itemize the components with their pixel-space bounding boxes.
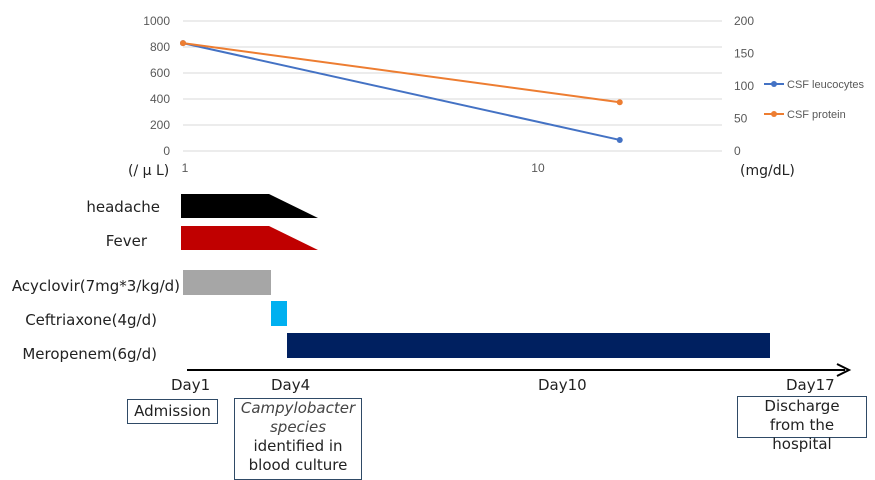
row-label-ceftriaxone: Ceftriaxone(4g/d) bbox=[25, 311, 157, 329]
row-label-meropenem: Meropenem(6g/d) bbox=[22, 345, 157, 363]
day-label-4: Day4 bbox=[271, 376, 311, 394]
culture-identified-line: identified in bbox=[253, 437, 343, 455]
series-point bbox=[180, 40, 186, 47]
series-line bbox=[182, 42, 620, 141]
right-tick-label: 150 bbox=[734, 47, 754, 61]
day-label-10: Day10 bbox=[538, 376, 587, 394]
legend-marker bbox=[771, 111, 777, 117]
left-axis-unit: (/ μ L) bbox=[128, 163, 169, 179]
chart-legend: CSF leucocytes CSF protein bbox=[764, 79, 865, 121]
admission-text: Admission bbox=[134, 402, 211, 420]
left-tick-label: 0 bbox=[163, 144, 170, 158]
left-y-axis-ticks: 0 200 400 600 800 1000 bbox=[143, 14, 170, 158]
series-point bbox=[616, 99, 623, 106]
row-label-fever: Fever bbox=[105, 232, 147, 250]
chart-gridlines bbox=[183, 20, 722, 152]
ceftriaxone-bar bbox=[271, 301, 287, 326]
legend-label: CSF leucocytes bbox=[787, 79, 865, 91]
fever-bar bbox=[181, 226, 318, 250]
legend-label: CSF protein bbox=[787, 109, 846, 121]
culture-species-line: species bbox=[269, 418, 327, 436]
series-point bbox=[616, 136, 623, 143]
left-tick-label: 1000 bbox=[143, 14, 170, 28]
time-axis-arrow bbox=[187, 363, 852, 377]
left-tick-label: 200 bbox=[150, 118, 170, 132]
discharge-line-2: from the hospital bbox=[769, 416, 835, 453]
x-axis-ticks: 1 10 bbox=[182, 161, 545, 175]
legend-marker bbox=[771, 81, 777, 87]
headache-bar bbox=[181, 194, 318, 218]
right-axis-unit: (mg/dL) bbox=[740, 163, 795, 179]
csf-line-chart: 0 200 400 600 800 1000 0 50 100 150 200 1 10 CSF l… bbox=[128, 14, 865, 179]
right-tick-label: 100 bbox=[734, 79, 754, 93]
culture-organism-line: Campylobacter bbox=[240, 399, 356, 417]
right-y-axis-ticks: 0 50 100 150 200 bbox=[734, 14, 754, 158]
chart-series bbox=[180, 40, 623, 143]
discharge-box: Discharge from the hospital bbox=[737, 396, 867, 453]
culture-box: Campylobacter species identified in bloo… bbox=[234, 398, 362, 480]
discharge-line-1: Discharge bbox=[764, 397, 840, 415]
row-label-headache: headache bbox=[86, 198, 160, 216]
left-tick-label: 800 bbox=[150, 40, 170, 54]
meropenem-bar bbox=[287, 333, 770, 358]
x-tick-label: 10 bbox=[531, 161, 545, 175]
row-label-acyclovir: Acyclovir(7mg*3/kg/d) bbox=[11, 277, 180, 295]
x-tick-label: 1 bbox=[182, 161, 189, 175]
acyclovir-bar bbox=[183, 270, 271, 295]
day-label-17: Day17 bbox=[786, 376, 835, 394]
left-tick-label: 400 bbox=[150, 92, 170, 106]
culture-blood-line: blood culture bbox=[248, 456, 348, 474]
right-tick-label: 0 bbox=[734, 144, 741, 158]
admission-box: Admission bbox=[127, 399, 218, 424]
day-label-1: Day1 bbox=[171, 376, 211, 394]
right-tick-label: 200 bbox=[734, 14, 754, 28]
series-line bbox=[182, 42, 620, 104]
left-tick-label: 600 bbox=[150, 66, 170, 80]
right-tick-label: 50 bbox=[734, 112, 748, 126]
